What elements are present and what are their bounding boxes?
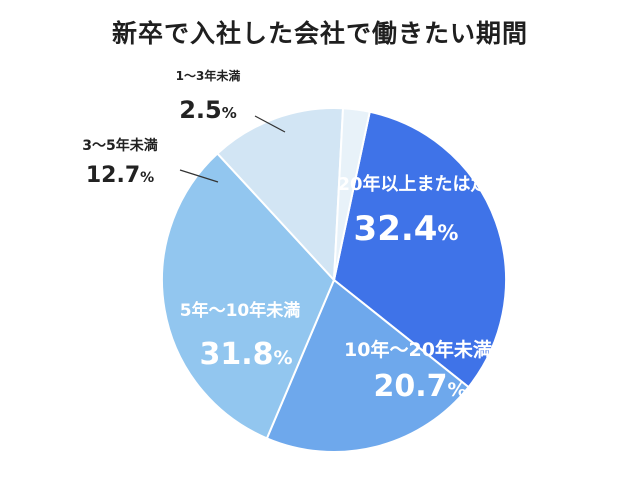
- slice-label: 5年〜10年未満: [180, 300, 301, 321]
- slice-value-label: 20.7%: [373, 369, 466, 404]
- pie-slice: [161, 152, 336, 440]
- slice-label: 1〜3年未満: [176, 68, 241, 83]
- pie-slice: [265, 278, 470, 453]
- slice-value-label: 31.8%: [199, 337, 292, 372]
- chart-title: 新卒で入社した会社で働きたい期間: [111, 19, 528, 48]
- leader-line: [254, 115, 286, 133]
- slice-label: 10年〜20年未満: [344, 338, 492, 361]
- slice-value-label: 12.7%: [86, 163, 154, 188]
- slice-label: 20年以上または定年まで: [337, 173, 542, 195]
- leader-line: [179, 169, 219, 183]
- slice-value-label: 2.5%: [179, 96, 237, 124]
- pie-slice: [216, 107, 345, 283]
- pie-slice: [332, 110, 507, 389]
- slice-label: 3〜5年未満: [82, 137, 157, 154]
- slice-value-label: 32.4%: [354, 209, 459, 249]
- pie-slice: [333, 107, 371, 281]
